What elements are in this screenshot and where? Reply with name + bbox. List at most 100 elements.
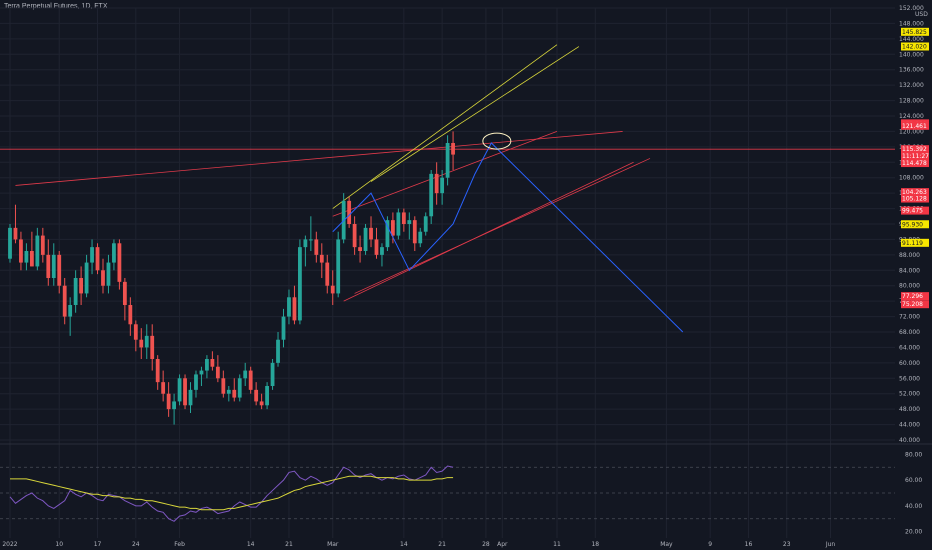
price-badge: 91.119 <box>901 238 929 247</box>
candle <box>237 374 242 402</box>
candle-body <box>407 220 412 224</box>
candle <box>188 382 193 413</box>
rsi-tick-label: 80.00 <box>905 451 922 458</box>
candle-body <box>139 339 144 348</box>
time-tick-label: 28 <box>482 541 490 548</box>
candle-body <box>412 220 417 244</box>
candle-body <box>259 401 264 406</box>
price-tick-label: 136.000 <box>899 67 924 74</box>
candle <box>358 235 362 263</box>
candle <box>139 328 144 359</box>
rsi-tick-label: 40.00 <box>905 503 922 510</box>
candle-body <box>429 173 434 217</box>
price-tick-label: 140.000 <box>899 51 924 58</box>
candle <box>232 378 237 402</box>
time-tick-label: 23 <box>783 541 791 548</box>
price-tick-label: 48.000 <box>899 406 920 413</box>
candle <box>112 239 116 271</box>
candle-body <box>155 359 160 383</box>
candle <box>226 386 231 402</box>
candle-body <box>205 359 209 371</box>
candle <box>391 212 395 244</box>
candle <box>161 370 166 402</box>
price-tick-label: 72.000 <box>899 314 920 321</box>
candle <box>57 251 62 294</box>
candle <box>303 235 308 267</box>
candle <box>254 382 259 406</box>
price-badge-text: 142.020 <box>902 43 927 50</box>
price-badge-bg <box>901 42 929 51</box>
candle <box>144 324 149 359</box>
price-tick-label: 108.000 <box>899 175 924 182</box>
candle-body <box>352 224 357 248</box>
candle-body <box>226 389 231 394</box>
candle-body <box>46 254 51 278</box>
price-badge-bg <box>901 194 929 203</box>
candle-body <box>106 262 111 286</box>
price-badge: 105.128 <box>901 194 929 203</box>
candle-body <box>374 239 379 255</box>
candle <box>24 243 29 271</box>
candle-body <box>199 370 204 375</box>
blue-projection-line <box>332 142 684 333</box>
candle-body <box>369 227 373 240</box>
candle <box>117 239 122 290</box>
candle <box>122 278 127 321</box>
price-badge-text: 105.128 <box>902 196 927 203</box>
candle-body <box>287 297 291 317</box>
candle <box>172 393 176 425</box>
candle-body <box>221 378 226 394</box>
candle <box>380 243 384 267</box>
candle-body <box>434 173 439 194</box>
time-tick-label: 14 <box>400 541 408 548</box>
price-badge-bg <box>901 220 929 229</box>
candle-body <box>62 285 67 317</box>
price-badge: 77.296 <box>901 292 929 301</box>
price-tick-label: 152.000 <box>899 5 924 12</box>
candle <box>412 216 417 251</box>
candle <box>194 370 198 398</box>
candle-body <box>150 335 155 359</box>
red-long-trendline <box>15 131 623 186</box>
candle <box>445 135 450 186</box>
candle <box>166 382 171 417</box>
red-channel-lower-2 <box>354 158 651 294</box>
candle-body <box>133 324 138 340</box>
currency-label: USD <box>915 11 928 18</box>
time-tick-label: 14 <box>247 541 255 548</box>
candle <box>308 216 313 251</box>
candle <box>407 212 412 240</box>
candle <box>259 393 264 410</box>
price-badge-text: 91.119 <box>902 240 923 247</box>
time-tick-label: Apr <box>497 541 508 548</box>
candle-body <box>144 335 149 348</box>
candle <box>363 224 368 255</box>
candle <box>369 216 373 248</box>
candle-body <box>177 378 182 402</box>
candle <box>177 374 182 406</box>
candle-body <box>29 251 34 267</box>
candle <box>265 382 269 410</box>
candle <box>106 254 111 294</box>
price-tick-label: 68.000 <box>899 329 920 336</box>
candle-body <box>232 389 237 398</box>
candle <box>8 224 12 263</box>
candle-body <box>172 401 176 410</box>
candle-body <box>51 254 56 278</box>
candle-body <box>336 239 341 294</box>
candle <box>314 231 319 263</box>
candle-body <box>401 212 406 224</box>
candle <box>51 243 56 286</box>
price-badge: 142.020 <box>901 42 929 51</box>
candle <box>155 355 160 390</box>
candle-body <box>13 227 18 240</box>
candle <box>62 278 67 325</box>
yellow-channel-lower <box>370 46 580 182</box>
price-tick-label: 80.000 <box>899 283 920 290</box>
price-badge-bg <box>901 159 929 168</box>
yellow-channel-upper <box>332 44 558 209</box>
candle-body <box>385 220 390 248</box>
price-badge-bg <box>901 27 929 36</box>
price-badge: 145.825 <box>901 27 929 36</box>
